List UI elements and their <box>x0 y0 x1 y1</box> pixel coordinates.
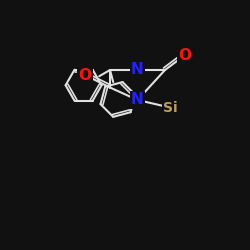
Text: O: O <box>178 48 192 62</box>
Text: Si: Si <box>163 100 177 114</box>
Text: N: N <box>131 92 144 108</box>
Text: N: N <box>131 62 144 78</box>
Text: O: O <box>78 68 92 82</box>
